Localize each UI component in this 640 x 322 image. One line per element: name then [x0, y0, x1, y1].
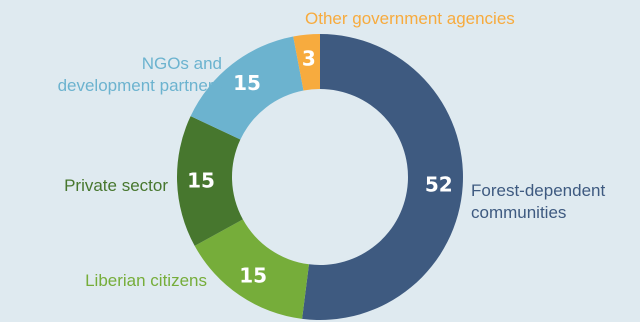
slice-ngos-and-development-partners	[190, 36, 304, 140]
category-label-line: communities	[471, 203, 566, 222]
value-labels: 52 15 15 15 3	[187, 47, 453, 288]
slice-forest-dependent-communities	[302, 34, 463, 320]
slice-private-sector	[176, 116, 243, 246]
category-label-line: development partners	[58, 76, 222, 95]
category-label-liberian-citizens: Liberian citizens	[85, 271, 207, 290]
value-label-private-sector: 15	[187, 169, 215, 193]
category-labels: Forest-dependent communities Liberian citi…	[58, 9, 606, 290]
value-label-other-government-agencies: 3	[302, 47, 316, 71]
donut-slices	[176, 34, 463, 320]
category-label-line: Forest-dependent	[471, 181, 605, 200]
category-label-other-government-agencies: Other government agencies	[305, 9, 515, 28]
category-label-line: Liberian citizens	[85, 271, 207, 290]
value-label-liberian-citizens: 15	[239, 263, 267, 287]
category-label-line: NGOs and	[142, 54, 222, 73]
slice-liberian-citizens	[194, 219, 309, 319]
category-label-line: Other government agencies	[305, 9, 515, 28]
category-label-ngos-and-development-partners: NGOs and development partners	[58, 54, 222, 95]
value-label-ngos-and-development-partners: 15	[233, 71, 261, 95]
value-label-forest-dependent-communities: 52	[425, 172, 453, 196]
category-label-private-sector: Private sector	[64, 176, 168, 195]
category-label-forest-dependent-communities: Forest-dependent communities	[471, 181, 605, 222]
category-label-line: Private sector	[64, 176, 168, 195]
slice-other-government-agencies	[293, 34, 320, 91]
